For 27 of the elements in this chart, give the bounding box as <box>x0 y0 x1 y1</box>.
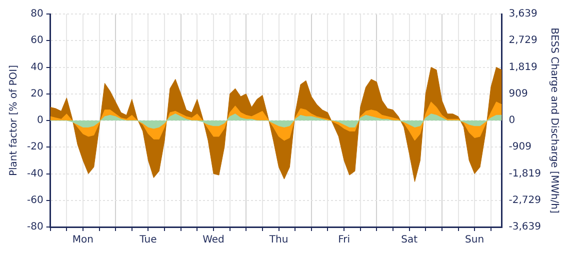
x-tick-label: Tue <box>138 234 157 246</box>
y-axis-title: Plant factor [% of POI] <box>8 64 20 176</box>
x-tick-label: Fri <box>338 234 350 246</box>
x-tick-label: Mon <box>72 234 94 246</box>
y-tick-label: -40 <box>26 168 44 180</box>
y2-tick-label: 1,819 <box>508 62 538 73</box>
y2-axis-title: BESS Charge and Discharge [MWh/h] <box>548 28 560 214</box>
x-tick-label: Sun <box>465 234 484 246</box>
y-tick-label: 40 <box>30 62 44 73</box>
y2-tick-label: -1,819 <box>508 168 542 180</box>
y-tick-label: -20 <box>26 142 44 153</box>
y2-tick-label: 0 <box>508 115 516 126</box>
x-tick-label: Sat <box>401 234 418 246</box>
y2-tick-label: 3,639 <box>508 8 538 20</box>
y-tick-label: -60 <box>26 194 44 206</box>
x-tick-label: Wed <box>202 234 224 246</box>
x-tick-label: Thu <box>268 234 288 246</box>
y2-tick-label: -2,729 <box>508 194 542 206</box>
y2-tick-label: -909 <box>508 142 532 153</box>
y-tick-label: 80 <box>30 8 44 20</box>
y-tick-label: -80 <box>26 222 44 233</box>
y2-tick-label: 2,729 <box>508 35 538 46</box>
y-tick-label: 60 <box>30 35 44 46</box>
y-tick-label: 20 <box>30 88 44 100</box>
y2-tick-label: -3,639 <box>508 222 542 233</box>
y-tick-label: 0 <box>36 115 44 126</box>
y2-tick-label: 909 <box>508 88 528 100</box>
